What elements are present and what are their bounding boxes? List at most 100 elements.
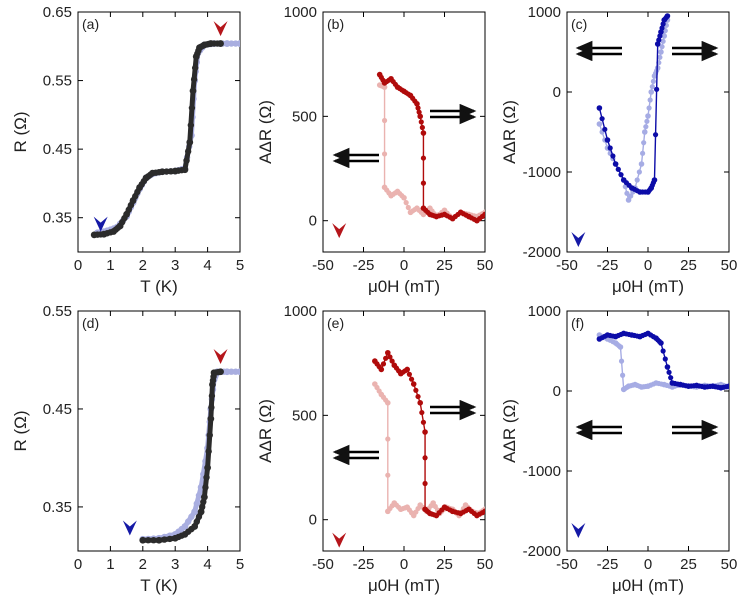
plot-frame: [77, 310, 241, 552]
panel-label: (a): [82, 16, 99, 32]
data-point: [199, 503, 206, 511]
data-point: [634, 177, 640, 183]
x-axis-label: μ0H (mT): [612, 277, 684, 296]
data-point: [205, 448, 212, 455]
series-line: [374, 352, 485, 517]
x-tick-label: 1: [106, 257, 114, 274]
double-right-arrow-icon: [430, 399, 477, 421]
double-left-arrow-icon: [332, 147, 379, 169]
series-line: [94, 41, 221, 238]
data-point: [405, 204, 411, 211]
data-point: [139, 536, 147, 544]
data-point: [415, 105, 421, 111]
data-point: [186, 138, 194, 146]
data-point: [419, 409, 425, 416]
data-point: [418, 119, 424, 125]
data-point: [646, 105, 652, 111]
data-point: [482, 211, 485, 218]
panel-label: (b): [327, 16, 344, 32]
data-point: [599, 116, 605, 122]
data-point: [654, 41, 661, 47]
data-point: [155, 536, 163, 544]
data-point: [208, 392, 216, 400]
panel-d: 0 1 2 3 4 5 0.35 0.45 0.55 T (K) R (Ω) (d): [11, 303, 244, 595]
x-tick-label: 3: [171, 556, 179, 573]
y-tick-label: 0: [309, 512, 317, 529]
y-tick-label: 0.45: [43, 141, 72, 158]
data-point: [596, 121, 603, 127]
x-tick-label: 0: [644, 257, 652, 274]
data-point: [419, 124, 425, 131]
panel-label: (e): [327, 315, 344, 331]
double-right-arrow-icon: [672, 40, 719, 62]
x-axis-label: μ0H (mT): [368, 576, 440, 595]
x-tick-label: 1: [106, 556, 114, 573]
data-point: [618, 358, 625, 364]
x-axis-label: T (K): [140, 277, 177, 296]
data-point: [482, 508, 485, 515]
data-point: [408, 376, 415, 382]
x-tick-label: 3: [171, 257, 179, 274]
chevron-marker-icon: [571, 523, 586, 538]
x-tick-label: -25: [597, 556, 619, 573]
data-point: [207, 415, 215, 423]
data-point: [188, 104, 196, 112]
data-point: [161, 536, 168, 543]
data-point: [420, 419, 427, 425]
data-point: [410, 381, 417, 387]
y-tick-label: 1000: [528, 303, 561, 320]
x-tick-label: 25: [436, 257, 453, 274]
y-tick-label: 0.55: [43, 303, 72, 320]
double-left-arrow-icon: [575, 40, 622, 62]
x-axis-label: T (K): [140, 576, 177, 595]
data-point: [664, 364, 671, 370]
x-tick-label: 50: [477, 257, 494, 274]
series-line: [142, 369, 221, 543]
data-point: [420, 155, 427, 161]
data-point: [190, 76, 198, 83]
data-point: [602, 126, 608, 132]
data-point: [189, 87, 197, 95]
y-tick-label: 0: [553, 84, 561, 101]
data-point: [654, 86, 660, 92]
data-point: [389, 358, 395, 364]
series-line: [379, 74, 485, 222]
data-point: [420, 180, 427, 186]
y-tick-label: 500: [292, 407, 317, 424]
data-point: [191, 523, 199, 530]
y-tick-label: 0: [553, 383, 561, 400]
x-tick-label: 0: [400, 257, 408, 274]
y-tick-label: -2000: [523, 244, 561, 261]
y-tick-label: 1000: [528, 4, 561, 21]
y-tick-label: -2000: [523, 543, 561, 560]
data-point: [596, 105, 603, 111]
data-point: [381, 117, 388, 124]
data-point: [406, 371, 412, 377]
x-tick-label: 0: [74, 257, 82, 274]
data-point: [378, 366, 385, 373]
y-tick-label: -1000: [523, 164, 561, 181]
x-tick-label: 50: [721, 257, 738, 274]
y-axis-label: R (Ω): [11, 111, 30, 152]
y-tick-label: 1000: [284, 303, 317, 320]
data-point: [217, 368, 224, 376]
data-point: [401, 194, 407, 201]
data-point: [404, 366, 411, 373]
data-point: [150, 537, 157, 544]
data-point: [636, 169, 642, 175]
data-point: [643, 124, 649, 130]
data-point: [204, 464, 212, 472]
y-tick-label: 0.35: [43, 499, 72, 516]
data-point: [236, 40, 240, 47]
data-point: [726, 383, 729, 389]
x-tick-label: 4: [203, 257, 211, 274]
data-point: [647, 97, 653, 103]
x-tick-label: 2: [139, 257, 147, 274]
x-axis-label: μ0H (mT): [368, 277, 440, 296]
data-point: [195, 492, 203, 499]
data-point: [615, 166, 621, 172]
data-point: [417, 113, 424, 120]
x-tick-label: 50: [477, 556, 494, 573]
x-tick-label: -50: [312, 556, 334, 573]
